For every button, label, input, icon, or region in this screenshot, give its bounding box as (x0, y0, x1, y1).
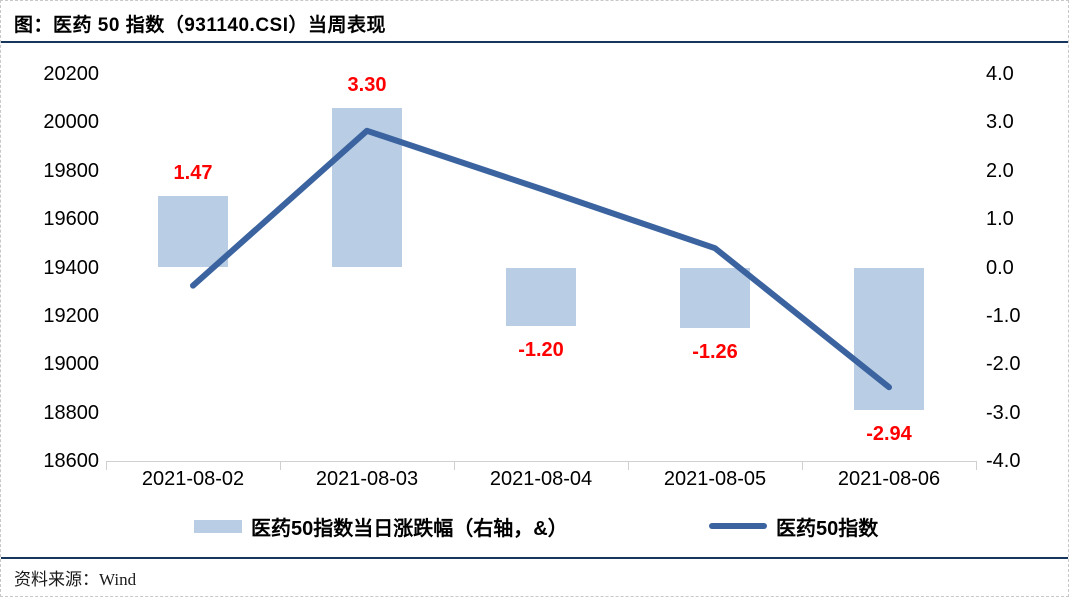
right-axis-tick: 1.0 (986, 208, 1014, 231)
plot-area: 1.47 3.30 -1.20 -1.26 -2.94 (106, 74, 976, 461)
left-axis-tick: 19000 (43, 353, 99, 376)
bar-value-label: 3.30 (347, 73, 387, 96)
index-line (190, 127, 892, 391)
x-axis-labels: 2021-08-02 2021-08-03 2021-08-04 2021-08-05… (106, 467, 976, 493)
right-axis-tick: 2.0 (986, 159, 1014, 182)
bar-value-label: -1.20 (518, 338, 564, 361)
bar (158, 196, 228, 268)
bars-layer: 1.47 3.30 -1.20 -1.26 -2.94 (106, 74, 976, 461)
left-axis-tick: 20200 (43, 63, 99, 85)
left-axis-tick: 19600 (43, 208, 99, 231)
x-axis-tick-mark (106, 462, 107, 470)
x-axis-tick-mark (976, 462, 977, 470)
x-axis-label: 2021-08-05 (663, 468, 767, 490)
left-axis-tick: 18600 (43, 450, 99, 472)
left-axis-tick: 19800 (43, 159, 99, 182)
x-axis-label: 2021-08-02 (141, 468, 245, 490)
x-axis-tick-mark (454, 462, 455, 470)
legend-bar-swatch-icon (194, 519, 242, 533)
right-axis-tick: -4.0 (986, 450, 1021, 472)
left-axis: 20200 20000 19800 19600 19400 19200 19000 18800… (1, 63, 99, 472)
legend-item-line: 医药50指数 (709, 513, 879, 540)
x-axis-tick-mark (280, 462, 281, 470)
title-divider (1, 41, 1068, 43)
right-axis-tick: -3.0 (986, 401, 1021, 424)
bar-value-label: -1.26 (692, 341, 738, 364)
legend-line-label: 医药50指数 (776, 517, 879, 540)
x-axis-tick-mark (628, 462, 629, 470)
bar-value-label: -2.94 (866, 422, 912, 445)
footer-divider (1, 557, 1068, 559)
left-axis-tick: 19400 (43, 256, 99, 279)
left-axis-tick: 18800 (43, 401, 99, 424)
bar (680, 267, 750, 329)
legend-item-bar: 医药50指数当日涨跌幅（右轴，&） (194, 513, 568, 540)
right-axis-tick: -1.0 (986, 304, 1021, 327)
legend-line-swatch-icon (709, 523, 767, 529)
left-axis-tick: 19200 (43, 304, 99, 327)
right-axis-tick: -2.0 (986, 353, 1021, 376)
chart-title: 图：医药 50 指数（931140.CSI）当周表现 (14, 15, 386, 36)
x-axis-label: 2021-08-03 (315, 468, 419, 490)
bar (506, 267, 576, 326)
right-axis-tick: 3.0 (986, 111, 1014, 134)
right-axis: 4.0 3.0 2.0 1.0 0.0 -1.0 -2.0 -3.0 -4.0 (986, 63, 1066, 472)
x-axis-tick-mark (802, 462, 803, 470)
bar-value-label: 1.47 (173, 162, 213, 185)
x-axis-line (106, 461, 977, 470)
x-axis-label: 2021-08-06 (837, 468, 941, 490)
x-axis-label: 2021-08-04 (489, 468, 593, 490)
right-axis-tick: 0.0 (986, 256, 1014, 279)
legend: 医药50指数当日涨跌幅（右轴，&） 医药50指数 (1, 513, 1068, 540)
right-axis-tick: 4.0 (986, 63, 1014, 85)
source-note: 资料来源：Wind (14, 570, 137, 589)
legend-bar-label: 医药50指数当日涨跌幅（右轴，&） (251, 517, 568, 540)
left-axis-tick: 20000 (43, 111, 99, 134)
